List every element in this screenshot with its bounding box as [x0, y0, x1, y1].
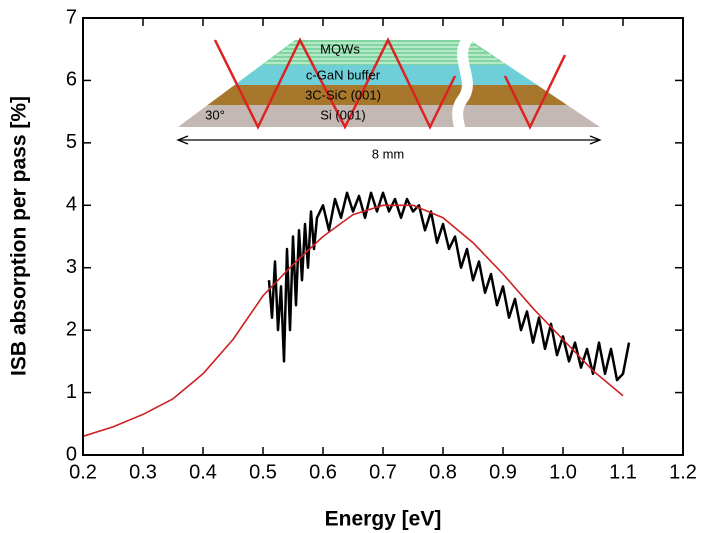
annotation: MQWs — [320, 41, 360, 56]
y-tick-label: 5 — [66, 131, 77, 153]
x-tick-label: 0.7 — [369, 461, 397, 483]
beam-path — [213, 37, 457, 130]
x-tick-label: 1.0 — [549, 461, 577, 483]
x-tick-label: 0.2 — [69, 461, 97, 483]
x-tick-label: 0.4 — [189, 461, 217, 483]
sic-layer — [207, 85, 568, 105]
y-tick-label: 0 — [66, 443, 77, 465]
y-tick-label: 4 — [66, 194, 77, 216]
beam-path — [503, 54, 567, 130]
y-tick-label: 2 — [66, 318, 77, 340]
x-tick-label: 0.9 — [489, 461, 517, 483]
y-tick-label: 3 — [66, 256, 77, 278]
y-tick-label: 6 — [66, 69, 77, 91]
arrow-head — [589, 135, 602, 145]
x-tick-label: 0.3 — [129, 461, 157, 483]
annotation: 3C-SiC (001) — [305, 87, 381, 102]
arrow-head — [176, 135, 189, 145]
break-gap — [452, 34, 473, 131]
y-axis-label: ISB absorption per pass [%] — [8, 96, 31, 376]
y-tick-label: 1 — [66, 381, 77, 403]
annotation: c-GaN buffer — [306, 67, 381, 82]
x-tick-label: 0.8 — [429, 461, 457, 483]
x-tick-label: 1.1 — [609, 461, 637, 483]
si-layer — [178, 105, 600, 127]
x-tick-label: 0.6 — [309, 461, 337, 483]
x-tick-label: 1.2 — [669, 461, 697, 483]
x-tick-label: 0.5 — [249, 461, 277, 483]
data-line — [267, 191, 631, 382]
data-line — [82, 204, 624, 438]
y-tick-label: 7 — [66, 6, 77, 28]
annotation: 30° — [205, 107, 225, 122]
inset: MQWs c-GaN buffer 3C-SiC (001) Si (001) … — [176, 34, 602, 161]
plot-frame — [82, 17, 684, 456]
annotation: Si (001) — [320, 107, 366, 122]
annotation: 8 mm — [372, 146, 405, 161]
x-axis-label: Energy [eV] — [325, 508, 442, 531]
